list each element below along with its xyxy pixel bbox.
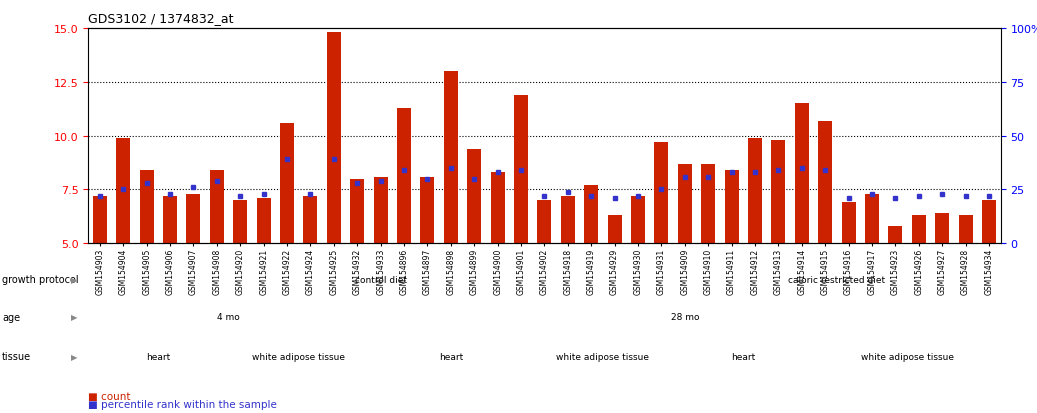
Bar [630, 197, 645, 244]
Text: white adipose tissue: white adipose tissue [252, 352, 345, 361]
Bar [256, 199, 271, 244]
Text: heart: heart [146, 352, 170, 361]
Bar [280, 123, 295, 244]
Bar [678, 164, 692, 244]
Bar [865, 194, 879, 244]
Text: tissue: tissue [2, 351, 31, 361]
Bar [187, 194, 200, 244]
Bar [233, 201, 247, 244]
Text: ▶: ▶ [72, 352, 78, 361]
Bar [163, 197, 177, 244]
Bar [748, 138, 762, 244]
Bar [935, 214, 949, 244]
Text: ■ count: ■ count [88, 391, 131, 401]
Bar [958, 216, 973, 244]
Text: GDS3102 / 1374832_at: GDS3102 / 1374832_at [88, 12, 233, 25]
Bar [701, 164, 716, 244]
Bar [794, 104, 809, 244]
Text: caloric restricted diet: caloric restricted diet [788, 275, 886, 284]
Bar [912, 216, 926, 244]
Bar [842, 203, 856, 244]
Bar [889, 226, 902, 244]
Bar [654, 143, 669, 244]
Bar [468, 149, 481, 244]
Bar [772, 140, 785, 244]
Bar [304, 197, 317, 244]
Bar [420, 177, 435, 244]
Text: heart: heart [439, 352, 463, 361]
Bar [537, 201, 552, 244]
Bar [351, 179, 364, 244]
Text: ■ percentile rank within the sample: ■ percentile rank within the sample [88, 399, 277, 409]
Text: ▶: ▶ [72, 275, 78, 284]
Text: ▶: ▶ [72, 313, 78, 321]
Bar [982, 201, 996, 244]
Text: growth protocol: growth protocol [2, 275, 79, 285]
Bar [397, 108, 411, 244]
Bar [327, 33, 341, 244]
Bar [444, 72, 458, 244]
Text: 28 mo: 28 mo [671, 313, 699, 321]
Bar [514, 95, 528, 244]
Text: white adipose tissue: white adipose tissue [557, 352, 649, 361]
Bar [818, 121, 833, 244]
Bar [608, 216, 621, 244]
Bar [116, 138, 131, 244]
Bar [209, 171, 224, 244]
Bar [584, 186, 598, 244]
Text: age: age [2, 312, 20, 322]
Bar [140, 171, 153, 244]
Bar [491, 173, 505, 244]
Text: 4 mo: 4 mo [217, 313, 240, 321]
Text: white adipose tissue: white adipose tissue [861, 352, 954, 361]
Bar [725, 171, 738, 244]
Text: heart: heart [731, 352, 755, 361]
Text: control diet: control diet [355, 275, 407, 284]
Bar [373, 177, 388, 244]
Bar [93, 197, 107, 244]
Bar [561, 197, 574, 244]
